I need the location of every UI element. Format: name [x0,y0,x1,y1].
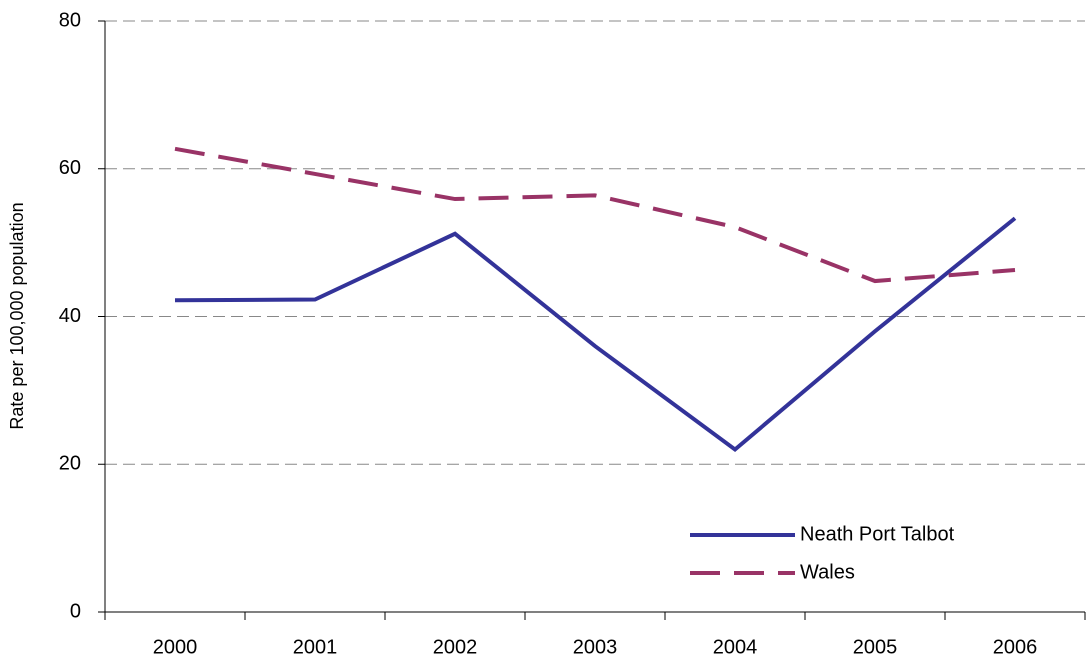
x-tick-label: 2006 [993,636,1038,658]
legend-label: Neath Port Talbot [800,523,955,545]
x-tick-label: 2002 [433,636,478,658]
x-tick-label: 2004 [713,636,758,658]
y-tick-label: 40 [59,305,81,327]
x-tick-label: 2000 [153,636,198,658]
y-tick-label: 20 [59,453,81,475]
x-tick-label: 2001 [293,636,338,658]
series-line [174,146,1016,284]
y-tick-label: 80 [59,9,81,31]
y-tick-label: 0 [70,600,81,622]
x-tick-label: 2003 [573,636,618,658]
y-tick-label: 60 [59,157,81,179]
series-line [174,216,1017,453]
legend-label: Wales [800,561,855,583]
y-axis-label: Rate per 100,000 population [7,202,27,429]
x-tick-label: 2005 [853,636,898,658]
